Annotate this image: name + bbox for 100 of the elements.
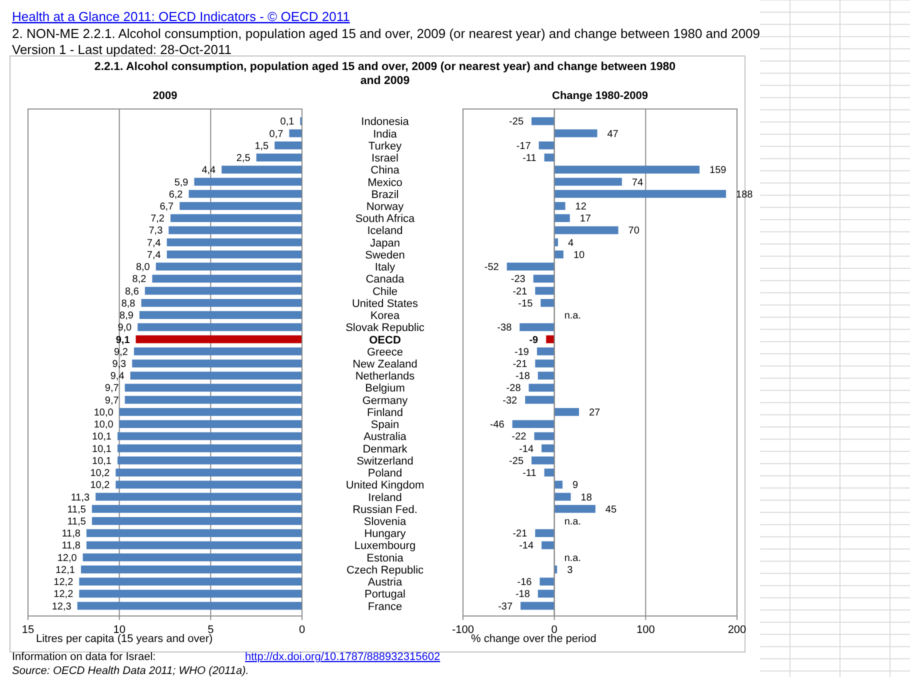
bar — [512, 420, 554, 428]
bar — [540, 298, 554, 307]
bar — [166, 238, 302, 246]
bar — [139, 311, 302, 319]
data-label: -21 — [512, 359, 528, 370]
data-label: 4 — [568, 238, 574, 249]
data-label: 8,2 — [132, 274, 147, 286]
bar — [116, 480, 302, 489]
data-label: 12,1 — [56, 564, 76, 576]
bar — [180, 202, 302, 210]
y-tick-label: Australia — [364, 431, 408, 444]
data-label: 9,7 — [104, 383, 120, 394]
text: n.a. — [564, 310, 582, 322]
text: n.a. — [564, 552, 582, 564]
bar — [144, 286, 302, 295]
x-tick-label: 5 — [208, 624, 214, 636]
data-label: -28 — [506, 383, 522, 394]
data-label: 9,0 — [118, 322, 132, 334]
bar — [170, 214, 302, 222]
data-label: -11 — [522, 153, 537, 164]
y-tick-label: Finland — [366, 406, 404, 419]
data-label: 11,8 — [62, 540, 81, 552]
y-tick-label: Norway — [366, 200, 404, 213]
data-label: 7,3 — [148, 226, 164, 237]
bar — [533, 274, 554, 283]
bar — [119, 408, 302, 416]
data-label: 11,3 — [70, 492, 90, 504]
data-label: -25 — [509, 116, 524, 128]
y-tick-label: OECD — [369, 334, 401, 346]
data-label: 8,9 — [120, 310, 134, 322]
y-tick-label: Greece — [366, 346, 404, 358]
y-tick-label: Italy — [374, 262, 396, 274]
y-tick-label: Indonesia — [361, 116, 410, 128]
bar — [141, 298, 302, 307]
data-label: -32 — [502, 395, 518, 406]
data-label: -18 — [515, 589, 530, 600]
data-label: 18 — [580, 492, 592, 504]
bar — [96, 492, 302, 501]
bar — [118, 456, 302, 464]
data-label: 1,5 — [254, 140, 270, 152]
x-tick-label: 15 — [22, 624, 34, 636]
data-label: 159 — [710, 165, 727, 176]
data-label: -14 — [519, 444, 534, 455]
bar — [554, 190, 726, 198]
data-label: 8,8 — [121, 298, 136, 310]
y-tick-label: Switzerland — [356, 455, 414, 468]
y-tick-label: Canada — [366, 274, 406, 286]
data-label: 0,1 — [280, 116, 295, 128]
source-note: Source: OECD Health Data 2011; WHO (2011a). — [12, 665, 249, 677]
bar — [554, 480, 563, 489]
data-label: -46 — [490, 420, 505, 431]
bar — [540, 578, 554, 586]
data-label: -19 — [514, 346, 530, 358]
bar — [289, 129, 302, 138]
data-label: 74 — [632, 177, 644, 188]
bar — [554, 166, 700, 174]
y-tick-label: Belgium — [365, 382, 405, 395]
bar — [119, 420, 302, 428]
bar — [118, 432, 302, 440]
bar — [506, 262, 554, 271]
data-label: 8,6 — [125, 286, 140, 298]
y-tick-label: Iceland — [367, 225, 403, 238]
bar — [166, 250, 302, 258]
text: n.a. — [564, 516, 582, 528]
data-label: 12 — [575, 201, 587, 212]
y-tick-label: China — [370, 164, 400, 177]
y-tick-label: Denmark — [362, 443, 408, 456]
bar — [532, 456, 554, 464]
bar — [554, 226, 618, 234]
y-tick-label: Hungary — [364, 528, 406, 540]
bar — [79, 578, 302, 586]
data-label: 11,5 — [67, 504, 86, 516]
data-label: 10,1 — [92, 456, 112, 467]
chart-title: Change 1980-2009 — [552, 90, 648, 102]
bar — [138, 323, 302, 332]
bar — [554, 202, 566, 210]
bar — [554, 408, 579, 416]
data-label: 7,4 — [146, 238, 162, 249]
bar — [554, 214, 570, 222]
data-label: 3 — [567, 564, 574, 576]
bar — [554, 178, 622, 186]
bar — [86, 529, 302, 538]
data-label: -9 — [529, 334, 539, 346]
bar — [118, 444, 302, 452]
text: Version 1 - Last updated: 28-Oct-2011 — [12, 42, 232, 57]
y-tick-label: Poland — [368, 468, 402, 480]
data-label: -21 — [512, 528, 528, 540]
data-label: 5,9 — [174, 177, 189, 188]
y-tick-label: Russian Fed. — [352, 504, 418, 516]
y-tick-label: Brazil — [371, 188, 399, 201]
bar — [554, 492, 571, 501]
data-label: 9,1 — [116, 334, 130, 346]
data-label: -52 — [484, 262, 500, 274]
bar — [538, 141, 554, 150]
bar — [92, 504, 302, 513]
data-label: 10,2 — [90, 468, 110, 480]
data-label: 9,3 — [112, 359, 127, 370]
y-tick-label: Austria — [368, 576, 403, 589]
text: 2. NON-ME 2.2.1. Alcohol consumption, population aged 15 and over, 2009 (or nearest year) and change between 1980 and 2009 — [12, 26, 760, 41]
x-tick-label: 0 — [551, 624, 558, 636]
